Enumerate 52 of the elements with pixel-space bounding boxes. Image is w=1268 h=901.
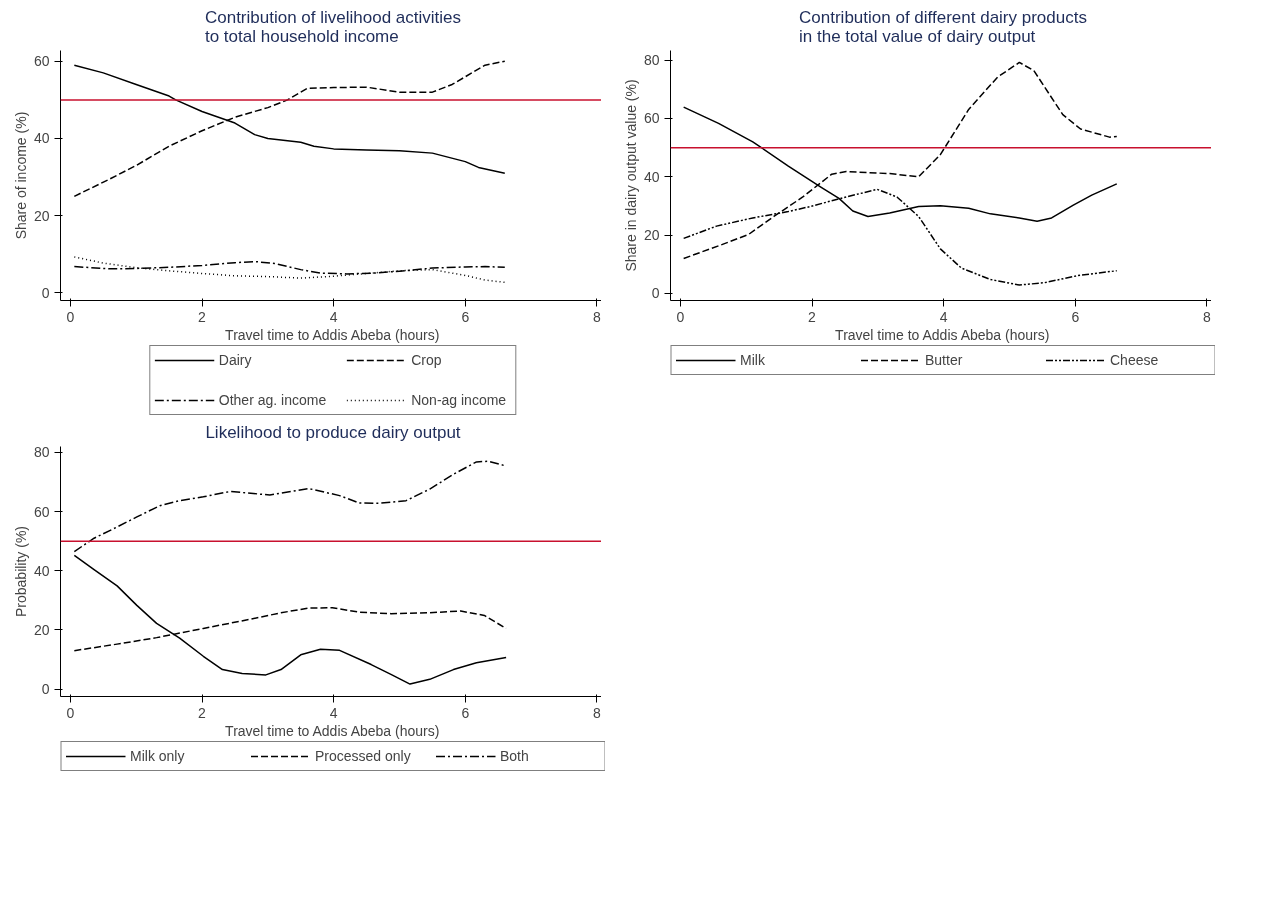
legend-label: Processed only: [315, 748, 412, 764]
y-tick-label: 0: [41, 681, 50, 698]
y-tick-label: 80: [33, 444, 50, 461]
y-tick-label: 80: [643, 52, 660, 69]
y-tick-label: 0: [41, 284, 50, 301]
line-series: [73, 256, 506, 284]
x-tick-label: 2: [198, 704, 207, 721]
x-tick-label: 4: [939, 308, 948, 325]
y-tick-label: 40: [33, 562, 50, 579]
y-tick-label: 0: [651, 285, 660, 302]
line-series: [73, 554, 507, 685]
x-axis-title: Travel time to Addis Abeba (hours): [225, 722, 440, 739]
x-tick-label: 0: [66, 704, 75, 721]
legend-label: Both: [500, 748, 530, 764]
legend-label: Other ag. income: [218, 392, 327, 408]
x-tick-label: 0: [66, 308, 75, 325]
legend-label: Crop: [411, 352, 443, 368]
y-tick-label: 20: [33, 621, 50, 638]
chart-title: Likelihood to produce dairy output: [205, 422, 461, 442]
legend-label: Non-ag income: [411, 392, 508, 408]
x-tick-label: 4: [329, 308, 338, 325]
y-tick-label: 20: [643, 227, 660, 244]
y-tick-label: 60: [33, 503, 50, 520]
legend-label: Dairy: [218, 352, 253, 368]
x-tick-label: 8: [1203, 308, 1212, 325]
y-axis-title: Share of income (%): [12, 111, 29, 240]
x-tick-label: 6: [461, 308, 470, 325]
y-tick-label: 40: [643, 168, 660, 185]
x-tick-label: 4: [329, 704, 338, 721]
legend-label: Cheese: [1110, 352, 1160, 368]
x-tick-label: 6: [461, 704, 470, 721]
legend-label: Milk only: [130, 748, 186, 764]
x-axis-title: Travel time to Addis Abeba (hours): [225, 326, 440, 343]
x-tick-label: 2: [808, 308, 817, 325]
x-tick-label: 0: [676, 308, 685, 325]
legend-label: Butter: [925, 352, 964, 368]
x-tick-label: 8: [593, 704, 602, 721]
x-tick-label: 2: [198, 308, 207, 325]
x-tick-label: 6: [1071, 308, 1080, 325]
x-tick-label: 8: [593, 308, 602, 325]
y-axis-title: Share in dairy output value (%): [622, 79, 639, 272]
y-tick-label: 60: [643, 110, 660, 127]
chart-title: Contribution of livelihood activities to total household income: [204, 7, 462, 46]
x-axis-title: Travel time to Addis Abeba (hours): [835, 326, 1050, 343]
line-series: [73, 60, 506, 198]
line-series: [73, 460, 507, 553]
y-tick-label: 40: [33, 130, 50, 147]
y-tick-label: 60: [33, 53, 50, 70]
y-axis-title: Probability (%): [12, 525, 29, 618]
legend-label: Milk: [740, 352, 766, 368]
y-tick-label: 20: [33, 207, 50, 224]
chart-title: Contribution of different dairy products in the total value of dairy output: [799, 7, 1087, 46]
